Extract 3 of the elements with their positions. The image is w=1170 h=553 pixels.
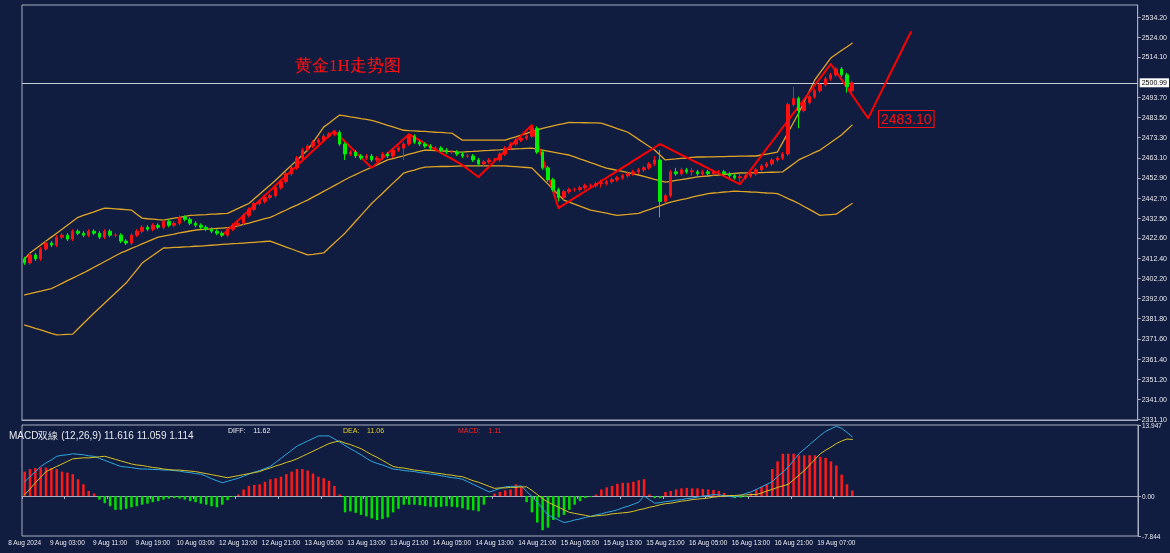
annotation: 2483.10 <box>881 111 932 127</box>
chart-title: MACD双線 (12,26,9) 11.616 11.059 1.114 <box>9 429 194 441</box>
text: 黄金1H走势图 <box>295 56 401 75</box>
